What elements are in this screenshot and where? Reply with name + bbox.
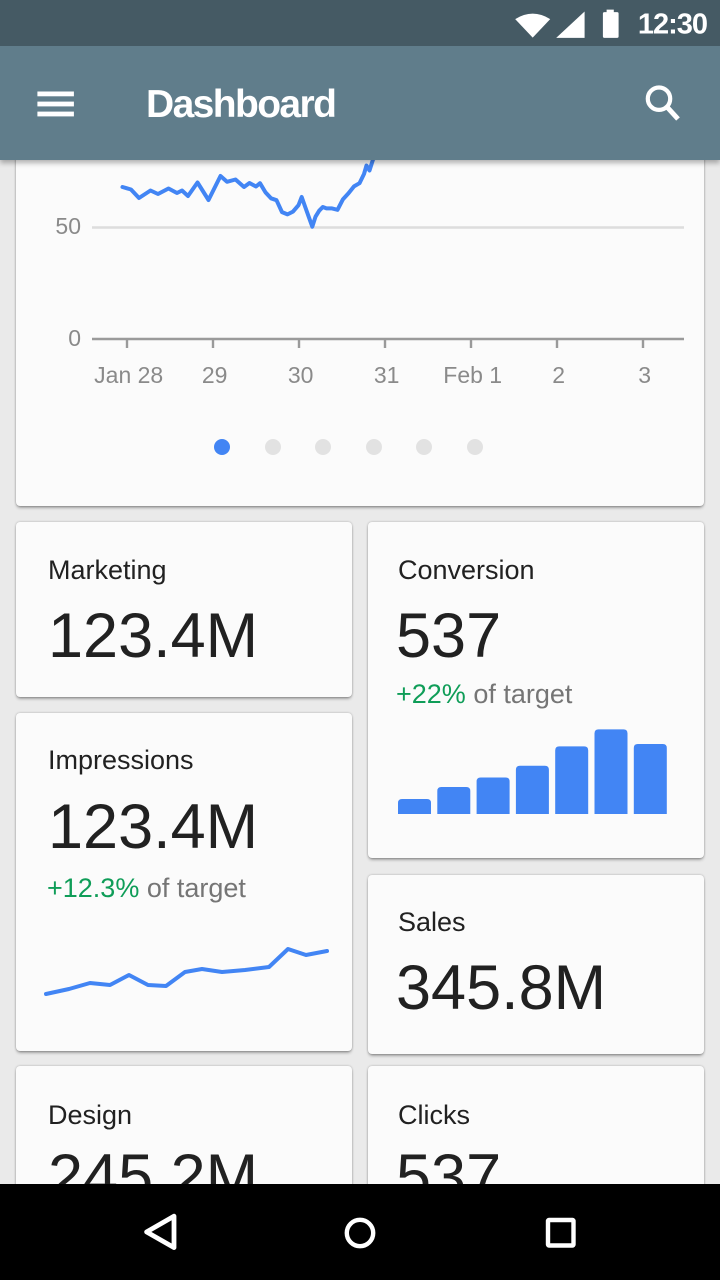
svg-text:2: 2 bbox=[552, 362, 565, 388]
svg-text:29: 29 bbox=[202, 362, 228, 388]
svg-text:3: 3 bbox=[638, 362, 651, 388]
svg-text:30: 30 bbox=[288, 362, 314, 388]
svg-text:12:30: 12:30 bbox=[638, 9, 707, 41]
svg-text:Feb 1: Feb 1 bbox=[443, 362, 502, 388]
svg-text:0: 0 bbox=[68, 325, 81, 351]
svg-text:31: 31 bbox=[374, 362, 400, 388]
svg-text:50: 50 bbox=[55, 213, 81, 239]
svg-text:Jan 28: Jan 28 bbox=[94, 362, 163, 388]
